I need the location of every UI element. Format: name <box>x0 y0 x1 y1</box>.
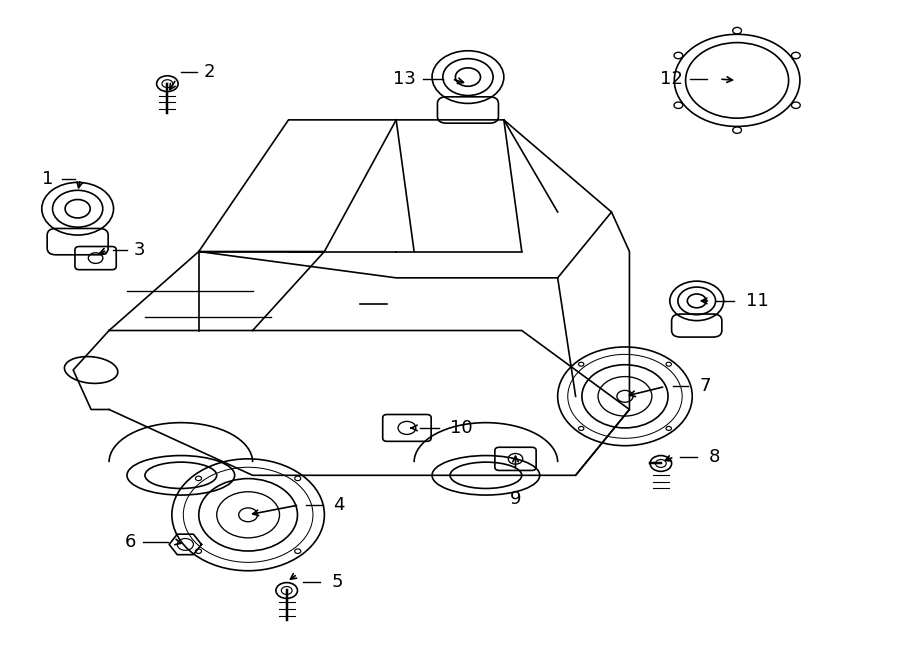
Text: 8: 8 <box>708 448 720 466</box>
Text: 10: 10 <box>450 419 472 437</box>
Text: 9: 9 <box>509 490 521 508</box>
Text: 12: 12 <box>661 70 683 88</box>
Text: 13: 13 <box>393 70 416 88</box>
Text: 11: 11 <box>746 292 769 310</box>
Text: 1: 1 <box>42 170 53 188</box>
Text: 6: 6 <box>124 533 136 551</box>
Text: 7: 7 <box>699 377 711 395</box>
Text: 5: 5 <box>331 573 343 591</box>
Text: 3: 3 <box>134 241 146 259</box>
Text: 2: 2 <box>203 63 215 81</box>
Text: 4: 4 <box>333 496 345 514</box>
